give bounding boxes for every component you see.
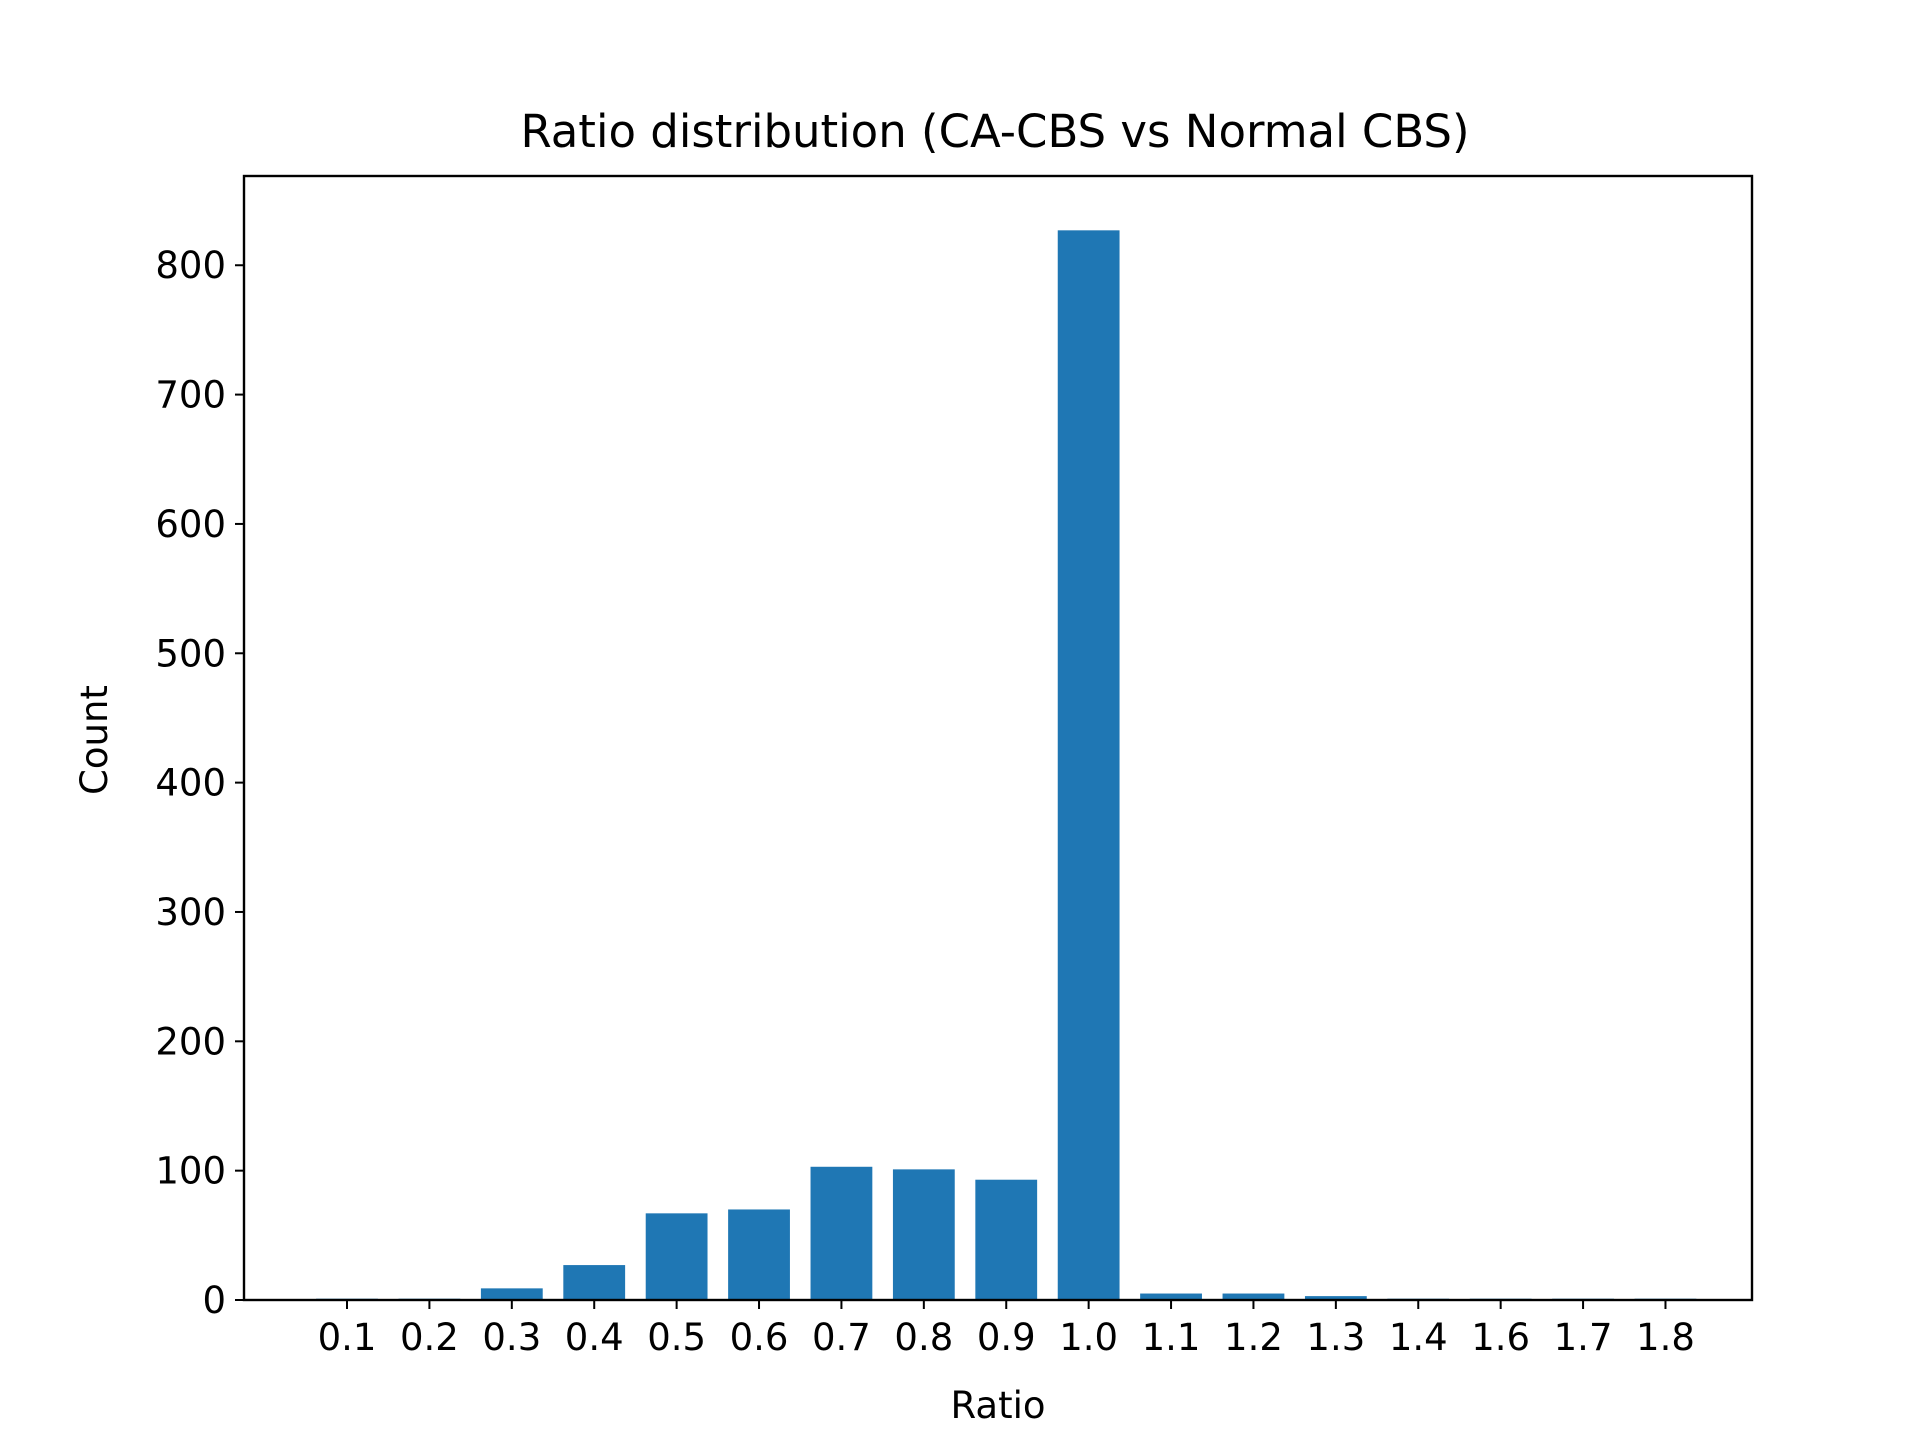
y-tick-label: 300 [155,891,226,934]
x-tick-label: 1.4 [1389,1316,1448,1359]
y-tick-label: 400 [155,762,226,805]
x-tick-label: 0.3 [482,1316,541,1359]
x-tick-label: 0.7 [812,1316,871,1359]
x-tick-label: 1.1 [1142,1316,1201,1359]
y-tick-label: 600 [155,503,226,546]
bars-group [316,230,1697,1301]
x-tick-label: 1.6 [1471,1316,1530,1359]
bar-1.0 [1057,230,1120,1301]
y-tick-label: 700 [155,374,226,417]
bar-0.3 [480,1288,543,1300]
x-tick-label: 1.3 [1306,1316,1365,1359]
bar-0.6 [728,1209,790,1300]
bar-0.4 [563,1265,626,1300]
x-tick-label: 0.2 [400,1316,459,1359]
x-tick-label: 0.5 [647,1316,706,1359]
y-axis-label: Count [73,685,116,795]
chart-title: Ratio distribution (CA-CBS vs Normal CBS… [520,105,1469,158]
x-axis-label: Ratio [951,1384,1046,1427]
bar-0.9 [975,1179,1038,1300]
y-tick-label: 800 [155,244,226,287]
x-axis-ticks: 0.1 0.2 0.3 0.4 0.5 0.6 0.7 0.8 0.9 1.0 1.1 1.2 1.3 1… [318,1300,1695,1359]
y-axis-ticks: 0 100 200 300 400 500 600 700 800 [155,244,244,1322]
bar-1.3 [1304,1296,1367,1300]
x-tick-label: 0.1 [318,1316,377,1359]
x-tick-label: 0.6 [730,1316,789,1359]
bar-0.5 [645,1213,708,1300]
x-tick-label: 1.0 [1059,1316,1118,1359]
x-tick-label: 0.9 [977,1316,1036,1359]
x-tick-label: 0.8 [894,1316,953,1359]
bar-1.2 [1222,1293,1285,1300]
y-tick-label: 0 [202,1279,226,1322]
x-tick-label: 1.7 [1554,1316,1613,1359]
x-tick-label: 1.2 [1224,1316,1283,1359]
y-tick-label: 200 [155,1020,226,1063]
x-tick-label: 1.8 [1636,1316,1695,1359]
x-tick-label: 0.4 [565,1316,624,1359]
y-tick-label: 100 [155,1150,226,1193]
bar-1.1 [1140,1293,1202,1300]
plot-frame [242,174,1754,1302]
y-tick-label: 500 [155,632,226,675]
bar-0.8 [892,1169,955,1300]
bar-0.7 [810,1166,873,1300]
